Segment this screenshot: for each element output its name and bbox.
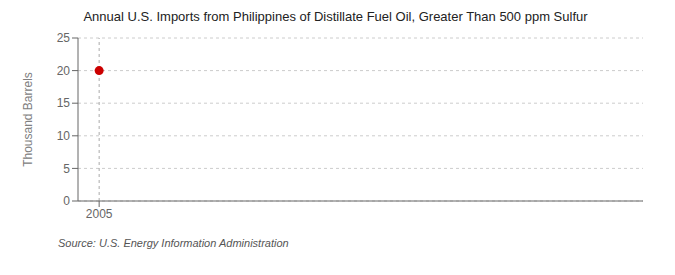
html-text:Annual U.S. Imports from Phili: Annual U.S. Imports from Philippines of … — [83, 9, 588, 24]
svg-text:2005: 2005 — [86, 207, 113, 221]
svg-text:0: 0 — [63, 194, 70, 208]
svg-text:20: 20 — [57, 64, 71, 78]
svg-text:5: 5 — [63, 162, 70, 176]
svg-text:10: 10 — [57, 129, 71, 143]
svg-text:25: 25 — [57, 31, 71, 45]
svg-text:Thousand Barrels: Thousand Barrels — [21, 72, 35, 167]
svg-text:15: 15 — [57, 96, 71, 110]
html-text:Source: U.S. Energy Informatio: Source: U.S. Energy Information Administ… — [58, 237, 289, 249]
